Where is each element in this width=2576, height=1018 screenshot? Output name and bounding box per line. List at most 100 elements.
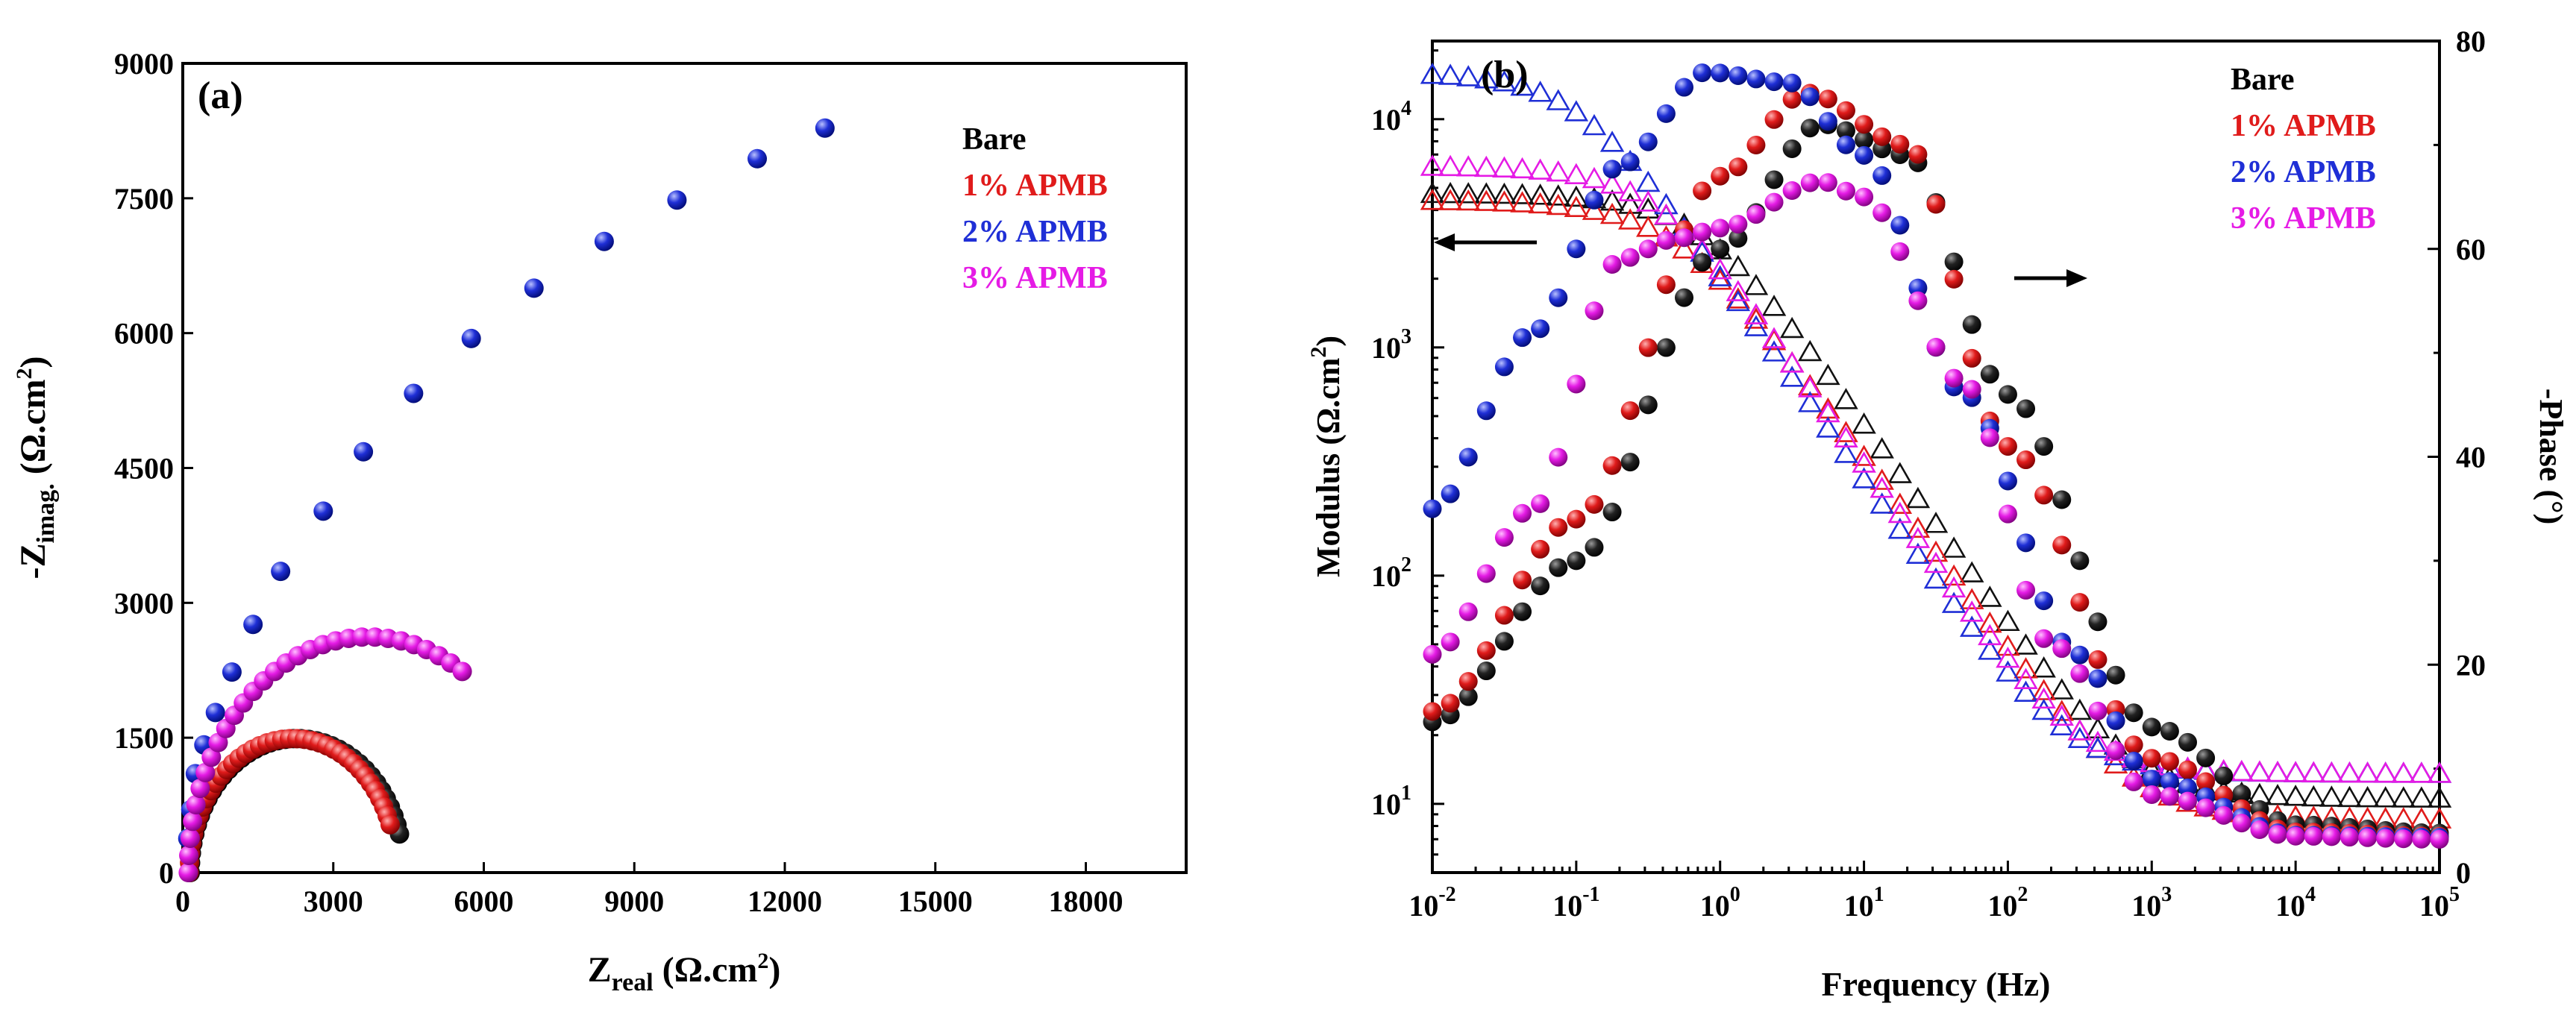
modulus-point-apmb1 — [1599, 202, 1625, 224]
modulus-point-apmb3 — [2049, 704, 2074, 726]
modulus-point-apmb3 — [1654, 203, 1679, 225]
modulus-point-bare — [2049, 678, 2074, 700]
modulus-point-apmb2 — [1941, 591, 1967, 613]
phase-point-apmb3 — [1962, 380, 1981, 399]
y-right-tick-label-b: 40 — [2456, 441, 2486, 474]
modulus-point-bare — [1438, 181, 1463, 204]
modulus-point-apmb3 — [1978, 623, 2002, 646]
arrow-right-phase — [2014, 269, 2087, 287]
phase-point-apmb3 — [1836, 181, 1855, 201]
nyquist-point-apmb2 — [271, 562, 291, 582]
phase-point-apmb3 — [2016, 580, 2036, 600]
phase-point-apmb2 — [2016, 533, 2036, 553]
y-right-tick-label-b: 60 — [2456, 233, 2486, 266]
modulus-point-apmb1 — [1455, 189, 1481, 211]
y-tick-label-a: 3000 — [114, 586, 174, 620]
modulus-point-apmb3 — [2265, 760, 2290, 782]
phase-point-apmb3 — [1441, 632, 1460, 652]
modulus-point-apmb3 — [2247, 760, 2272, 782]
modulus-point-apmb3 — [2319, 761, 2344, 783]
phase-point-apmb2 — [1675, 78, 1693, 97]
phase-point-apmb3 — [2430, 829, 2449, 849]
phase-point-apmb1 — [1549, 518, 1568, 537]
phase-point-bare — [2214, 766, 2234, 785]
y-left-tick-label-b: 103 — [1371, 325, 1411, 365]
modulus-point-bare — [1546, 184, 1570, 206]
phase-point-apmb2 — [1908, 278, 1928, 298]
phase-point-apmb3 — [1476, 564, 1496, 583]
modulus-point-apmb3 — [1816, 400, 1840, 423]
phase-point-apmb2 — [1585, 190, 1604, 210]
modulus-point-apmb2 — [2067, 726, 2093, 749]
phase-point-bare — [2034, 437, 2054, 456]
panel-label-a: (a) — [198, 75, 243, 117]
legend-a-2pct: 2% APMB — [962, 215, 1108, 249]
phase-point-apmb2 — [1423, 499, 1442, 518]
phase-point-apmb3 — [1855, 187, 1874, 207]
modulus-point-apmb2 — [2391, 761, 2416, 783]
modulus-point-bare — [1743, 274, 1769, 295]
phase-point-apmb1 — [2142, 749, 2161, 768]
y-tick-label-a: 6000 — [114, 317, 174, 351]
phase-point-apmb3 — [2052, 639, 2072, 659]
modulus-point-bare — [1978, 585, 2002, 607]
x-tick-label-b: 101 — [1844, 883, 1884, 923]
modulus-point-apmb3 — [1798, 376, 1823, 398]
phase-point-apmb3 — [1746, 205, 1766, 224]
modulus-point-apmb2 — [2265, 761, 2290, 782]
modulus-point-apmb2 — [2337, 761, 2362, 783]
modulus-point-apmb1 — [1636, 216, 1661, 237]
y-right-tick-label-b: 20 — [2456, 648, 2486, 682]
x-axis-label-a: Zreal (Ω.cm2) — [588, 949, 781, 996]
modulus-point-apmb3 — [1761, 327, 1787, 348]
modulus-point-apmb2 — [2283, 761, 2308, 782]
phase-point-apmb1 — [1873, 127, 1892, 146]
modulus-point-apmb1 — [1923, 540, 1949, 562]
modulus-point-bare — [1852, 412, 1876, 434]
modulus-point-apmb1 — [1887, 492, 1913, 514]
phase-point-apmb2 — [2106, 711, 2125, 730]
modulus-point-apmb1 — [1510, 191, 1535, 213]
modulus-point-apmb2 — [1582, 113, 1607, 136]
phase-point-apmb1 — [1962, 348, 1981, 368]
phase-point-bare — [2106, 665, 2125, 685]
modulus-point-bare — [1726, 254, 1751, 277]
modulus-point-apmb3 — [2373, 761, 2398, 783]
modulus-point-apmb3 — [1959, 600, 1984, 622]
phase-point-apmb3 — [2160, 787, 2179, 806]
modulus-point-bare — [1959, 561, 1984, 582]
legend-b: Bare 1% APMB 2% APMB 3% APMB — [2231, 63, 2376, 236]
phase-point-apmb2 — [2088, 669, 2108, 688]
phase-point-apmb3 — [1890, 242, 1910, 261]
phase-point-apmb1 — [1585, 494, 1604, 514]
x-tick-label-b: 104 — [2275, 883, 2316, 923]
x-tick-label-b: 105 — [2419, 883, 2460, 923]
phase-point-apmb3 — [1656, 230, 1676, 250]
phase-point-bare — [1675, 288, 1693, 307]
phase-point-apmb1 — [2196, 772, 2216, 791]
modulus-point-apmb2 — [1599, 131, 1625, 152]
modulus-point-apmb3 — [1852, 451, 1876, 473]
phase-point-apmb3 — [2034, 629, 2054, 648]
modulus-point-apmb3 — [1996, 647, 2020, 668]
modulus-point-bare — [2355, 785, 2380, 808]
nyquist-point-apmb2 — [313, 501, 333, 521]
modulus-point-apmb2 — [1959, 615, 1984, 637]
phase-point-apmb2 — [1855, 145, 1874, 165]
phase-point-apmb2 — [1800, 87, 1820, 107]
modulus-point-bare — [2373, 786, 2398, 808]
phase-point-bare — [1476, 662, 1496, 681]
x-tick-label-b: 10-2 — [1408, 883, 1455, 923]
modulus-point-bare — [1816, 363, 1840, 386]
x-tick-label-b: 100 — [1700, 883, 1740, 923]
phase-point-apmb2 — [1513, 328, 1532, 348]
nyquist-point-apmb2 — [404, 383, 424, 403]
phase-point-apmb3 — [1711, 219, 1730, 238]
modulus-point-apmb3 — [1564, 163, 1589, 184]
phase-point-apmb1 — [1693, 181, 1712, 201]
modulus-point-apmb2 — [1564, 100, 1589, 122]
modulus-point-apmb3 — [2229, 759, 2254, 782]
phase-point-apmb2 — [1620, 152, 1640, 172]
modulus-point-apmb1 — [1978, 611, 2002, 633]
modulus-point-apmb2 — [1996, 660, 2020, 682]
